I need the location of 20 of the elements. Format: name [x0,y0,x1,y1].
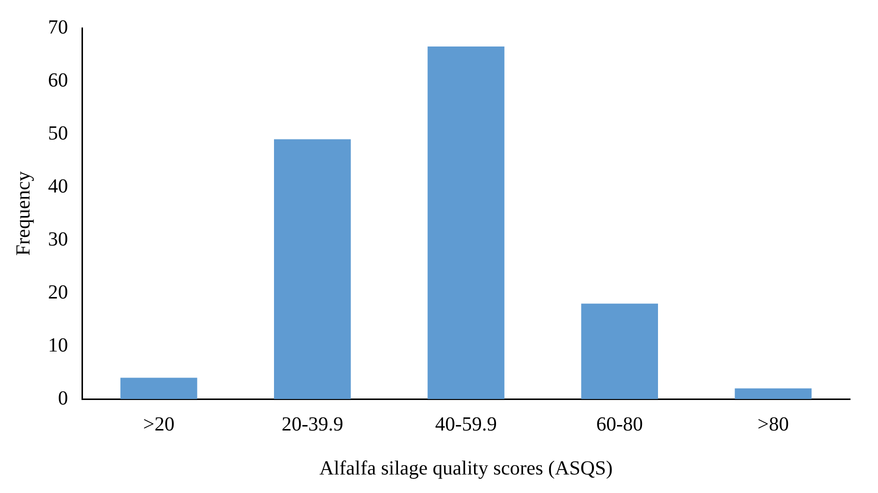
bar [581,304,658,399]
bar [428,46,504,399]
bar [274,139,351,399]
y-tick-label: 0 [58,387,68,410]
x-axis-title: Alfalfa silage quality scores (ASQS) [319,457,613,480]
y-tick-label: 50 [48,122,68,144]
x-tick-label: >80 [758,413,789,436]
y-tick-label: 20 [48,281,68,304]
y-tick-label: 30 [48,228,68,250]
x-tick-label: 40-59.9 [435,413,497,436]
y-tick-label: 70 [48,16,68,38]
bar [120,378,198,399]
x-tick-label: >20 [143,413,174,436]
y-tick-label: 10 [48,334,68,356]
x-tick-label: 60-80 [596,413,643,436]
bar [734,388,812,399]
y-axis-title: Frequency [12,171,34,256]
y-tick-label: 40 [48,175,68,198]
y-tick-label: 60 [48,69,68,92]
x-tick-label: 20-39.9 [282,413,344,436]
